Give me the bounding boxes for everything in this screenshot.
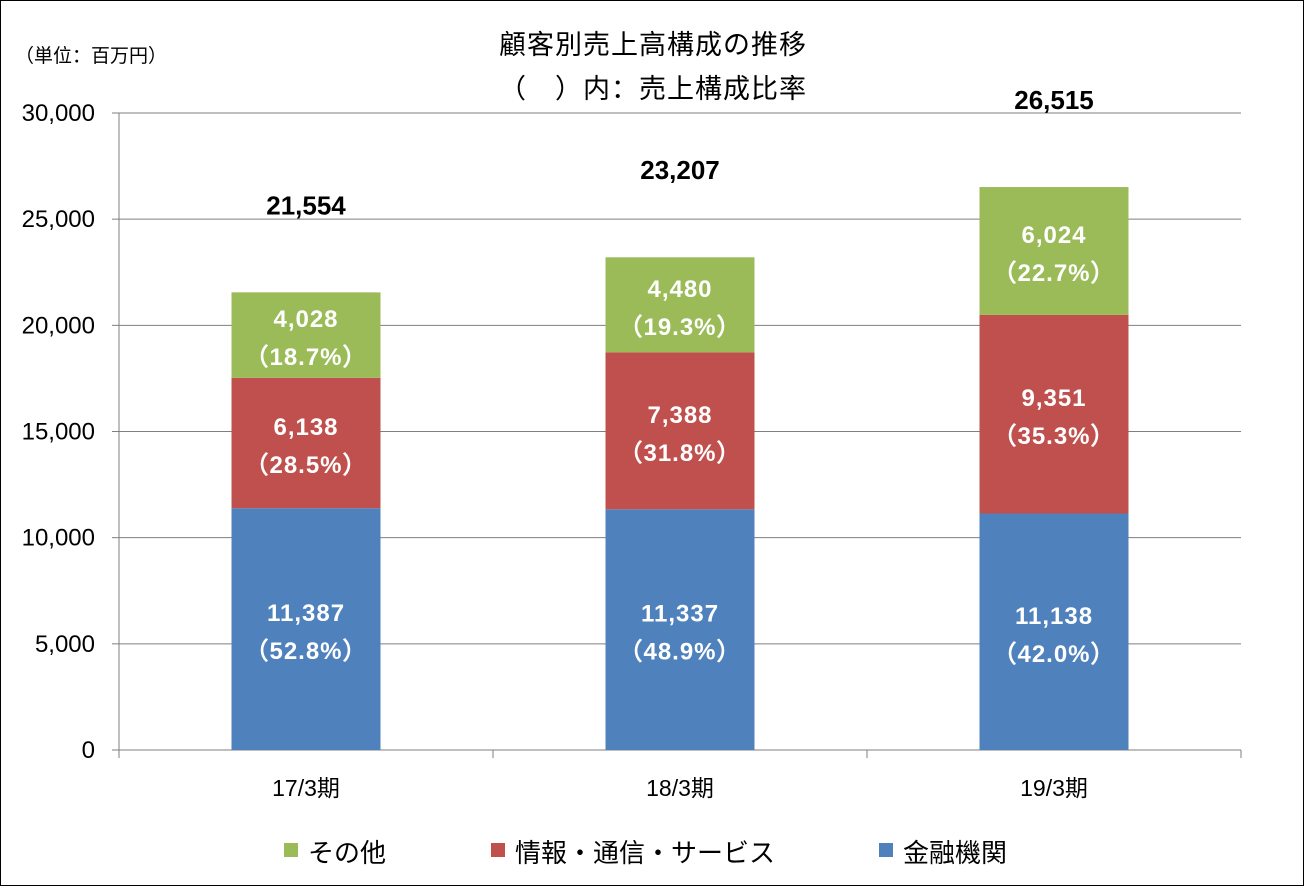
bar-share-label: （42.0%） (992, 641, 1115, 668)
bar-segment (605, 257, 755, 353)
legend-swatch (491, 843, 505, 857)
x-tick-label: 18/3期 (646, 775, 714, 801)
bar-value-label: 6,024 (1021, 222, 1086, 249)
y-tick-label: 5,000 (35, 631, 95, 658)
bar-segment (231, 508, 381, 750)
chart-subtitle: （ ）内：売上構成比率 (499, 74, 807, 104)
legend-label: 金融機関 (903, 838, 1007, 868)
y-tick-label: 0 (82, 737, 95, 764)
bar-segment (979, 314, 1129, 514)
y-tick-label: 15,000 (22, 419, 95, 446)
legend-label: その他 (308, 838, 386, 868)
bar-share-label: （52.8%） (244, 638, 367, 665)
bar-share-label: （31.8%） (618, 440, 741, 467)
bar-value-label: 4,480 (647, 276, 712, 303)
bar-share-label: （19.3%） (618, 314, 741, 341)
total-label: 26,515 (1014, 85, 1094, 115)
total-label: 21,554 (266, 190, 346, 220)
total-label: 23,207 (640, 155, 720, 185)
legend-swatch (284, 843, 298, 857)
legend-label: 情報・通信・サービス (515, 838, 775, 868)
y-tick-label: 20,000 (22, 312, 95, 339)
bar-value-label: 9,351 (1021, 385, 1086, 412)
bar-segment (231, 292, 381, 378)
chart-title: 顧客別売上高構成の推移 (499, 30, 807, 60)
bar-share-label: （18.7%） (244, 344, 367, 371)
bar-value-label: 7,388 (647, 402, 712, 429)
bar-share-label: （48.9%） (618, 639, 741, 666)
y-tick-label: 30,000 (22, 100, 95, 127)
bar-value-label: 11,337 (641, 601, 719, 628)
bar-share-label: （22.7%） (992, 260, 1115, 287)
x-tick-label: 17/3期 (272, 775, 340, 801)
legend-swatch (879, 843, 893, 857)
unit-label: （単位：百万円） (15, 46, 168, 67)
bar-value-label: 11,387 (267, 600, 345, 627)
bar-value-label: 11,138 (1015, 603, 1093, 630)
bar-segment (605, 352, 755, 510)
y-tick-label: 25,000 (22, 206, 95, 233)
bar-segment (979, 513, 1129, 750)
bar-value-label: 4,028 (273, 306, 338, 333)
y-tick-label: 10,000 (22, 525, 95, 552)
bar-share-label: （28.5%） (244, 452, 367, 479)
bar-segment (605, 509, 755, 750)
bar-value-label: 6,138 (273, 414, 338, 441)
x-tick-label: 19/3期 (1020, 775, 1088, 801)
bar-share-label: （35.3%） (992, 423, 1115, 450)
bar-segment (979, 187, 1129, 315)
bar-segment (231, 377, 381, 509)
